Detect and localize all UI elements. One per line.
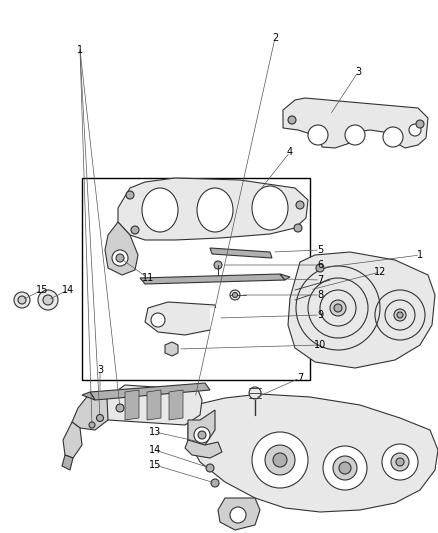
- Polygon shape: [188, 410, 215, 445]
- Circle shape: [391, 453, 409, 471]
- Polygon shape: [218, 498, 260, 530]
- Text: 1: 1: [417, 250, 423, 260]
- Circle shape: [316, 264, 324, 272]
- Ellipse shape: [197, 188, 233, 232]
- Polygon shape: [280, 274, 290, 280]
- Circle shape: [382, 444, 418, 480]
- Text: 11: 11: [142, 273, 154, 283]
- Circle shape: [38, 290, 58, 310]
- Circle shape: [151, 313, 165, 327]
- Text: 15: 15: [149, 460, 161, 470]
- Circle shape: [323, 446, 367, 490]
- Polygon shape: [125, 390, 139, 420]
- Ellipse shape: [142, 188, 178, 232]
- Polygon shape: [140, 274, 285, 284]
- Circle shape: [394, 309, 406, 321]
- Text: 7: 7: [297, 373, 303, 383]
- Circle shape: [339, 462, 351, 474]
- Text: 1: 1: [77, 45, 83, 55]
- Circle shape: [96, 415, 103, 422]
- Circle shape: [43, 295, 53, 305]
- Circle shape: [126, 191, 134, 199]
- Text: 10: 10: [314, 340, 326, 350]
- Polygon shape: [185, 440, 222, 458]
- Polygon shape: [210, 248, 272, 258]
- Text: 15: 15: [36, 285, 48, 295]
- Circle shape: [383, 127, 403, 147]
- Circle shape: [116, 254, 124, 262]
- Text: 13: 13: [149, 427, 161, 437]
- Circle shape: [416, 120, 424, 128]
- Circle shape: [252, 432, 308, 488]
- Circle shape: [206, 464, 214, 472]
- Circle shape: [14, 292, 30, 308]
- Circle shape: [116, 404, 124, 412]
- Circle shape: [233, 293, 237, 297]
- Text: 14: 14: [62, 285, 74, 295]
- Circle shape: [334, 304, 342, 312]
- Text: 6: 6: [317, 260, 323, 270]
- Circle shape: [294, 224, 302, 232]
- Polygon shape: [165, 342, 178, 356]
- Polygon shape: [62, 455, 73, 470]
- Circle shape: [308, 125, 328, 145]
- Text: 7: 7: [317, 275, 323, 285]
- Circle shape: [288, 116, 296, 124]
- Text: 3: 3: [355, 67, 361, 77]
- Text: 5: 5: [317, 245, 323, 255]
- Polygon shape: [105, 222, 138, 275]
- Circle shape: [333, 456, 357, 480]
- Circle shape: [396, 458, 404, 466]
- Polygon shape: [104, 385, 202, 425]
- Circle shape: [194, 427, 210, 443]
- Circle shape: [273, 453, 287, 467]
- Text: 12: 12: [374, 267, 386, 277]
- Polygon shape: [169, 390, 183, 420]
- Circle shape: [230, 507, 246, 523]
- Circle shape: [198, 431, 206, 439]
- Circle shape: [214, 261, 222, 269]
- Polygon shape: [188, 394, 438, 512]
- Bar: [82, 178, 310, 380]
- Polygon shape: [283, 98, 428, 148]
- Polygon shape: [145, 302, 218, 335]
- Text: 9: 9: [317, 310, 323, 320]
- Text: 3: 3: [97, 365, 103, 375]
- Circle shape: [18, 296, 26, 304]
- Circle shape: [211, 479, 219, 487]
- Circle shape: [249, 387, 261, 399]
- Polygon shape: [288, 252, 435, 368]
- Polygon shape: [147, 390, 161, 420]
- Ellipse shape: [252, 186, 288, 230]
- Circle shape: [112, 250, 128, 266]
- Circle shape: [409, 124, 421, 136]
- Circle shape: [230, 290, 240, 300]
- Polygon shape: [90, 383, 210, 400]
- Circle shape: [345, 125, 365, 145]
- Polygon shape: [63, 422, 82, 458]
- Text: 2: 2: [272, 33, 278, 43]
- Circle shape: [265, 445, 295, 475]
- Text: 14: 14: [149, 445, 161, 455]
- Polygon shape: [82, 392, 95, 400]
- Text: 8: 8: [317, 290, 323, 300]
- Polygon shape: [118, 178, 308, 240]
- Text: 4: 4: [287, 147, 293, 157]
- Circle shape: [296, 201, 304, 209]
- Circle shape: [330, 300, 346, 316]
- Circle shape: [131, 226, 139, 234]
- Polygon shape: [72, 393, 108, 430]
- Polygon shape: [210, 308, 220, 330]
- Circle shape: [397, 312, 403, 318]
- Circle shape: [89, 422, 95, 428]
